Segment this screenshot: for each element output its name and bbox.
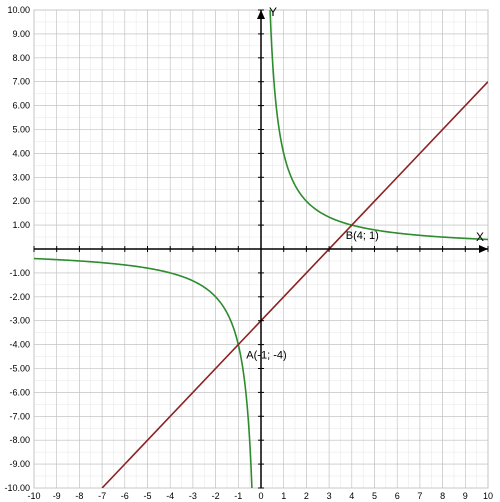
x-tick-label: 9 bbox=[463, 491, 468, 501]
y-tick-label: -10.00 bbox=[4, 483, 30, 493]
x-tick-label: -9 bbox=[53, 491, 61, 501]
chart-svg: 10.00 9.00 8.00 7.00 6.00 5.00 4.00 3.00 2.00 1.0… bbox=[0, 0, 500, 502]
y-tick-label: -7.00 bbox=[9, 411, 30, 421]
y-tick-label: -1.00 bbox=[9, 268, 30, 278]
y-axis-title: Y bbox=[269, 5, 277, 19]
y-tick-label: 10.00 bbox=[7, 5, 30, 15]
x-tick-label: -2 bbox=[212, 491, 220, 501]
y-tick-label: 1.00 bbox=[12, 220, 30, 230]
x-tick-label: -10 bbox=[27, 491, 40, 501]
x-tick-label: -6 bbox=[121, 491, 129, 501]
y-tick-label: -5.00 bbox=[9, 364, 30, 374]
y-tick-label: -6.00 bbox=[9, 387, 30, 397]
x-tick-label: 10 bbox=[483, 491, 493, 501]
y-tick-label: -3.00 bbox=[9, 316, 30, 326]
x-tick-label: -5 bbox=[143, 491, 151, 501]
x-tick-label: 8 bbox=[440, 491, 445, 501]
x-tick-label: 1 bbox=[281, 491, 286, 501]
y-tick-label: 8.00 bbox=[12, 53, 30, 63]
x-tick-label: 3 bbox=[327, 491, 332, 501]
y-tick-label: 4.00 bbox=[12, 148, 30, 158]
y-tick-label: 2.00 bbox=[12, 196, 30, 206]
y-tick-label: 6.00 bbox=[12, 101, 30, 111]
x-tick-label: 6 bbox=[395, 491, 400, 501]
x-tick-label: -8 bbox=[75, 491, 83, 501]
y-tick-label: -9.00 bbox=[9, 459, 30, 469]
x-axis-title: X bbox=[476, 230, 484, 244]
y-tick-label: 5.00 bbox=[12, 125, 30, 135]
y-tick-label: -2.00 bbox=[9, 292, 30, 302]
y-tick-label: -4.00 bbox=[9, 340, 30, 350]
x-tick-label: 5 bbox=[372, 491, 377, 501]
x-tick-label: -1 bbox=[234, 491, 242, 501]
x-tick-label: -7 bbox=[98, 491, 106, 501]
y-tick-label: 3.00 bbox=[12, 172, 30, 182]
x-tick-label: 4 bbox=[349, 491, 354, 501]
point-annotation: A(-1; -4) bbox=[246, 350, 286, 362]
x-tick-label: 7 bbox=[417, 491, 422, 501]
y-tick-label: 9.00 bbox=[12, 29, 30, 39]
y-tick-label: -8.00 bbox=[9, 435, 30, 445]
point-annotation: B(4; 1) bbox=[346, 230, 379, 242]
x-tick-label: 2 bbox=[304, 491, 309, 501]
x-tick-label: -3 bbox=[189, 491, 197, 501]
xy-chart: 10.00 9.00 8.00 7.00 6.00 5.00 4.00 3.00 2.00 1.0… bbox=[0, 0, 500, 502]
x-tick-label: -4 bbox=[166, 491, 174, 501]
y-tick-label: 7.00 bbox=[12, 77, 30, 87]
x-tick-label: 0 bbox=[258, 491, 263, 501]
